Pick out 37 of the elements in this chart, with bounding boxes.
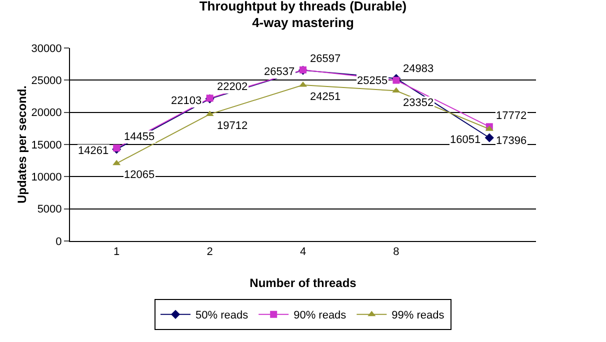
legend-label: 99% reads	[392, 310, 445, 322]
x-tick-label: 8	[393, 246, 400, 258]
chart-title: Throughtput by threads (Durable)	[199, 0, 407, 14]
point	[112, 160, 121, 166]
point	[484, 133, 494, 142]
y-tick-label: 5000	[37, 204, 62, 216]
data-label: 24251	[310, 91, 341, 103]
x-tick-label: 2	[206, 246, 213, 258]
y-tick-label: 10000	[31, 172, 62, 184]
x-tick-label: 4	[300, 246, 306, 258]
data-label: 24983	[403, 63, 434, 75]
data-label: 19712	[217, 120, 248, 132]
data-label: 12065	[124, 169, 155, 181]
data-label: 17396	[496, 135, 527, 147]
y-tick-label: 30000	[31, 42, 62, 55]
y-tick-label: 20000	[31, 107, 62, 120]
legend-label: 50% reads	[196, 310, 249, 322]
data-label: 22103	[171, 95, 202, 107]
y-axis-title: Updates per second.	[15, 85, 30, 204]
data-label: 26597	[310, 53, 341, 65]
y-tick-label: 25000	[31, 75, 62, 88]
data-label: 25255	[357, 75, 388, 87]
data-label: 14455	[124, 131, 155, 143]
y-tick-label: 0	[56, 236, 62, 248]
y-tick-label: 15000	[31, 139, 62, 152]
data-label: 17772	[496, 110, 527, 122]
data-label: 22202	[217, 81, 248, 93]
point	[392, 76, 400, 84]
data-label: 26537	[264, 66, 295, 78]
data-label: 16051	[450, 134, 481, 146]
data-label: 23352	[403, 97, 434, 109]
data-label: 14261	[78, 145, 109, 157]
x-axis-title: Number of threads	[250, 276, 357, 290]
chart-subtitle: 4-way mastering	[252, 15, 354, 30]
legend-label: 90% reads	[294, 310, 347, 322]
x-tick-label: 1	[114, 246, 120, 258]
point	[392, 87, 400, 93]
